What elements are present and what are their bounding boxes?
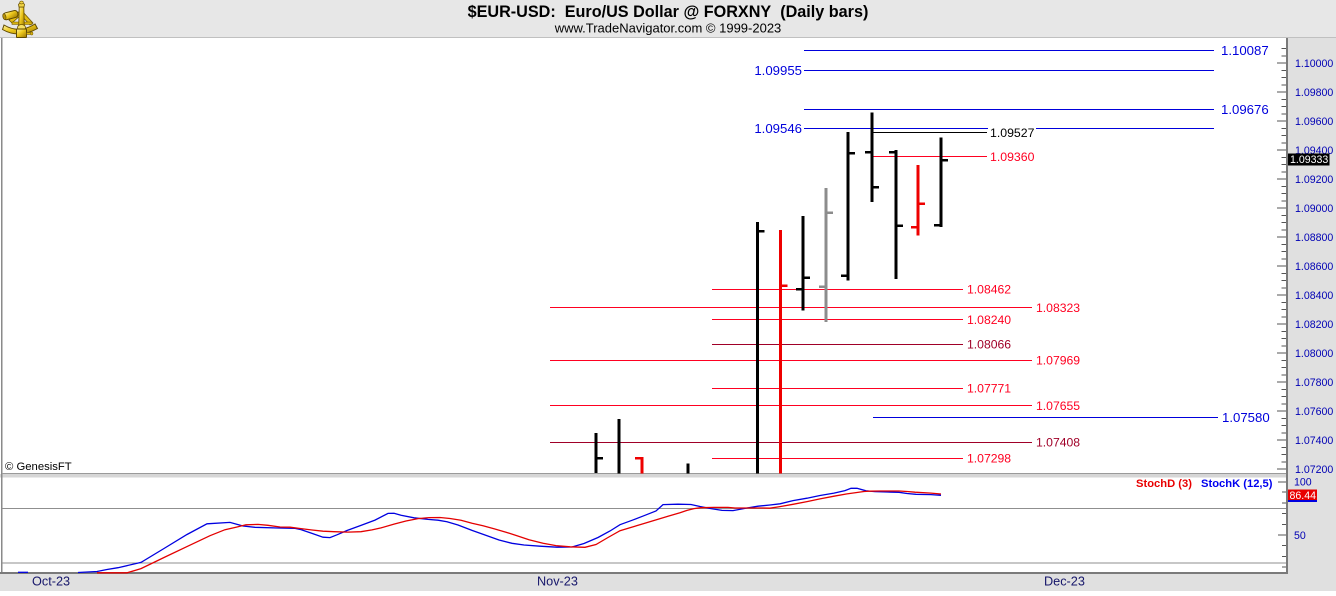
svg-text:1.09200: 1.09200 [1295, 174, 1333, 186]
svg-text:$EUR-USD: Euro/US Dollar @ FO: $EUR-USD: Euro/US Dollar @ FORXNY (Daily… [468, 3, 869, 21]
svg-text:1.09360: 1.09360 [990, 150, 1035, 164]
svg-text:1.09800: 1.09800 [1295, 87, 1333, 99]
svg-text:1.08800: 1.08800 [1295, 232, 1333, 244]
svg-text:1.07655: 1.07655 [1036, 399, 1080, 413]
svg-text:1.09955: 1.09955 [754, 63, 802, 78]
svg-text:1.08323: 1.08323 [1036, 301, 1080, 315]
svg-text:1.07600: 1.07600 [1295, 406, 1333, 418]
svg-text:© GenesisFT: © GenesisFT [5, 461, 72, 473]
svg-text:100: 100 [1294, 477, 1312, 489]
svg-text:1.10000: 1.10000 [1295, 58, 1333, 70]
svg-text:1.07771: 1.07771 [967, 381, 1011, 395]
svg-text:1.08600: 1.08600 [1295, 261, 1333, 273]
svg-text:1.07400: 1.07400 [1295, 435, 1333, 447]
svg-text:www.TradeNavigator.com © 1999-: www.TradeNavigator.com © 1999-2023 [554, 21, 782, 36]
svg-text:1.10087: 1.10087 [1221, 43, 1269, 58]
svg-text:1.08000: 1.08000 [1295, 348, 1333, 360]
svg-text:1.07800: 1.07800 [1295, 377, 1333, 389]
svg-text:1.09676: 1.09676 [1221, 102, 1269, 117]
svg-text:1.07580: 1.07580 [1222, 410, 1270, 425]
svg-text:Oct-23: Oct-23 [32, 575, 70, 589]
svg-text:1.09600: 1.09600 [1295, 116, 1333, 128]
svg-text:StochD (3): StochD (3) [1136, 478, 1192, 490]
svg-text:1.09333: 1.09333 [1290, 154, 1328, 166]
svg-text:1.08066: 1.08066 [967, 337, 1011, 351]
svg-text:50: 50 [1294, 530, 1306, 542]
svg-text:1.08240: 1.08240 [967, 313, 1011, 327]
svg-text:1.09527: 1.09527 [990, 126, 1035, 140]
svg-text:1.08462: 1.08462 [967, 282, 1011, 296]
svg-text:1.07298: 1.07298 [967, 451, 1011, 465]
svg-text:1.09546: 1.09546 [754, 121, 802, 136]
svg-text:StochK (12,5): StochK (12,5) [1201, 478, 1273, 490]
svg-text:1.08200: 1.08200 [1295, 319, 1333, 331]
svg-text:86.44: 86.44 [1290, 490, 1317, 502]
svg-text:Dec-23: Dec-23 [1044, 575, 1085, 589]
svg-text:Nov-23: Nov-23 [537, 575, 578, 589]
svg-text:1.07408: 1.07408 [1036, 435, 1080, 449]
svg-text:1.07200: 1.07200 [1295, 464, 1333, 476]
svg-text:1.09000: 1.09000 [1295, 203, 1333, 215]
svg-text:1.07969: 1.07969 [1036, 353, 1080, 367]
svg-text:1.08400: 1.08400 [1295, 290, 1333, 302]
